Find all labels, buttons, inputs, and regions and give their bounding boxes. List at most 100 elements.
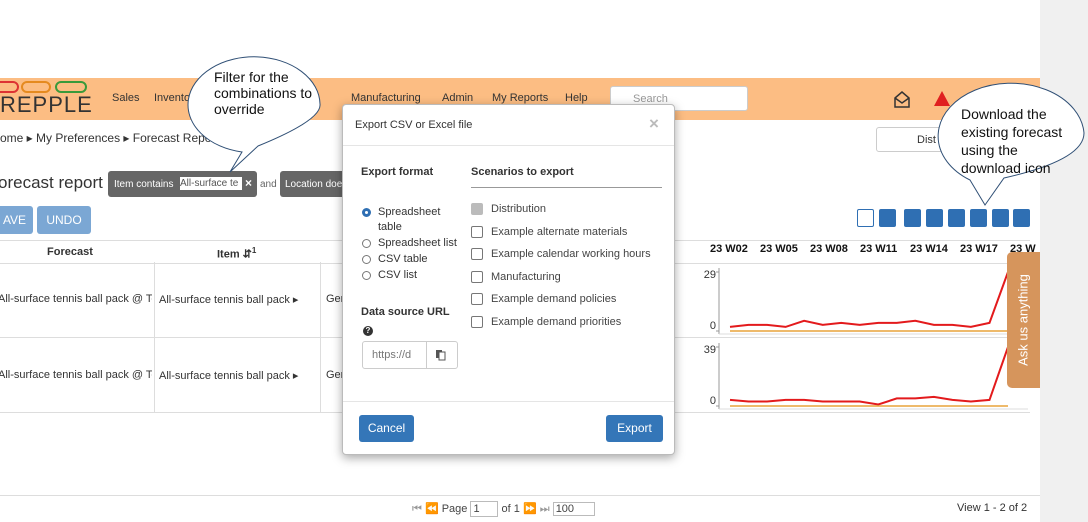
page-input[interactable]: 1 bbox=[470, 501, 499, 517]
feedback-tab[interactable]: Ask us anything bbox=[1007, 252, 1040, 388]
y-tick-label: 39 bbox=[704, 344, 716, 356]
column-header[interactable]: Forecast bbox=[47, 246, 93, 258]
scenario-label: Distribution bbox=[491, 203, 547, 215]
format-label: Spreadsheet list bbox=[378, 237, 457, 249]
scenario-label: Example demand priorities bbox=[491, 315, 622, 328]
divider bbox=[343, 401, 674, 402]
checkbox[interactable] bbox=[471, 225, 483, 238]
divider bbox=[471, 187, 662, 188]
scenario-option[interactable]: Manufacturing bbox=[471, 266, 651, 289]
filter-chip[interactable]: Item contains All-surface te × bbox=[108, 171, 257, 197]
cell[interactable]: All-surface tennis ball pack ▸ bbox=[159, 294, 299, 306]
scenario-option[interactable]: Distribution bbox=[471, 198, 651, 221]
y-tick-label: 29 bbox=[704, 269, 716, 281]
undo-button[interactable]: UNDO bbox=[37, 206, 91, 234]
filter-value: All-surface te bbox=[180, 177, 242, 190]
page-label: Page bbox=[441, 503, 468, 515]
cancel-button[interactable]: Cancel bbox=[359, 415, 414, 442]
section-heading: Export format bbox=[361, 166, 434, 178]
url-label: Data source URL bbox=[361, 306, 450, 318]
radio[interactable] bbox=[362, 271, 371, 280]
table-view-button[interactable] bbox=[857, 209, 874, 227]
format-label: CSV list bbox=[378, 269, 418, 281]
download-button[interactable] bbox=[970, 209, 987, 227]
logo[interactable]: REPPLE bbox=[0, 92, 93, 117]
help-button[interactable] bbox=[1013, 209, 1030, 227]
settings-button[interactable] bbox=[992, 209, 1009, 227]
format-option[interactable]: CSV list bbox=[362, 268, 457, 283]
column-header[interactable]: Item ⇵1 bbox=[217, 246, 257, 261]
search-placeholder: Search bbox=[633, 93, 668, 105]
checkbox[interactable] bbox=[471, 203, 483, 216]
scenario-option[interactable]: Example demand policies bbox=[471, 288, 651, 311]
sort-rank: 1 bbox=[251, 246, 257, 255]
pager-summary: View 1 - 2 of 2 bbox=[957, 502, 1028, 514]
bucket-header: 23 W05 bbox=[760, 243, 798, 255]
scenario-label: Example demand policies bbox=[491, 293, 617, 306]
page-size[interactable]: 100 bbox=[552, 502, 595, 516]
cell[interactable]: All-surface tennis ball pack ▸ bbox=[159, 370, 299, 382]
checkbox[interactable] bbox=[471, 248, 483, 261]
scrollbar bbox=[1040, 0, 1088, 522]
export-button[interactable]: Export bbox=[606, 415, 663, 442]
bucket-header: 23 W14 bbox=[910, 243, 948, 255]
save-button[interactable]: AVE bbox=[0, 206, 33, 234]
radio[interactable] bbox=[362, 208, 371, 217]
menu-item[interactable]: Manufacturing bbox=[351, 92, 421, 104]
page-title: orecast report bbox=[0, 173, 103, 192]
url-placeholder: https://d bbox=[372, 349, 412, 361]
divider bbox=[343, 145, 674, 146]
filter-chip[interactable]: Location doe bbox=[280, 171, 350, 197]
checkbox[interactable] bbox=[471, 316, 483, 329]
format-label: Spreadsheet table bbox=[378, 206, 441, 233]
crumb[interactable]: Forecast Report bbox=[132, 131, 219, 145]
crumb[interactable]: My Preferences bbox=[36, 131, 121, 145]
close-button[interactable]: × bbox=[649, 114, 659, 133]
chart-view-button[interactable] bbox=[879, 209, 896, 227]
pager-divider bbox=[0, 495, 1040, 496]
crumb[interactable]: ome bbox=[0, 131, 24, 145]
menu-item[interactable]: Admin bbox=[442, 92, 474, 104]
scenario-option[interactable]: Example calendar working hours bbox=[471, 243, 651, 266]
cell: All-surface tennis ball pack @ Te bbox=[0, 293, 152, 305]
bucket-header: 23 W02 bbox=[710, 243, 748, 255]
search-box[interactable]: Search bbox=[610, 86, 748, 111]
format-option[interactable]: Spreadsheet table bbox=[362, 205, 457, 235]
col-divider bbox=[320, 262, 321, 412]
menu-item[interactable]: Help bbox=[565, 92, 588, 104]
bucket-header: 23 W17 bbox=[960, 243, 998, 255]
favorite-button[interactable] bbox=[904, 209, 921, 227]
menu-item[interactable]: Invento bbox=[154, 92, 191, 104]
sparkline bbox=[729, 271, 1009, 328]
sparklines: 0 29 0 39 bbox=[704, 268, 1028, 410]
format-option[interactable]: Spreadsheet list bbox=[362, 236, 457, 251]
checkbox[interactable] bbox=[471, 270, 483, 283]
y-tick-label: 0 bbox=[710, 395, 716, 407]
menu-item[interactable]: My Reports bbox=[492, 92, 549, 104]
scenario-option[interactable]: Example alternate materials bbox=[471, 221, 651, 244]
callout: Filter for the combinations to override bbox=[214, 69, 313, 117]
help-icon[interactable]: ? bbox=[363, 326, 373, 336]
radio[interactable] bbox=[362, 255, 371, 264]
scenario-label: Example calendar working hours bbox=[491, 248, 651, 261]
time-button[interactable] bbox=[926, 209, 943, 227]
filter-label: Item contains bbox=[114, 179, 174, 190]
scenario-option[interactable]: Example demand priorities bbox=[471, 311, 651, 334]
format-option[interactable]: CSV table bbox=[362, 252, 457, 267]
section-heading: Scenarios to export bbox=[471, 166, 574, 178]
column-title: Item bbox=[217, 248, 240, 261]
url-input[interactable]: https://d bbox=[362, 341, 458, 369]
upload-button[interactable] bbox=[948, 209, 965, 227]
dialog-title: Export CSV or Excel file bbox=[355, 119, 473, 131]
export-dialog: Export CSV or Excel file × Export format… bbox=[342, 104, 675, 455]
cell-text: All-surface tennis ball pack bbox=[159, 294, 290, 306]
sparkline bbox=[729, 346, 1009, 406]
radio[interactable] bbox=[362, 239, 371, 248]
bucket-header: 23 W11 bbox=[860, 243, 898, 255]
logo-rings bbox=[0, 81, 87, 93]
menu-item[interactable]: Sales bbox=[112, 92, 140, 104]
checkbox[interactable] bbox=[471, 293, 483, 306]
feedback-label: Ask us anything bbox=[1015, 274, 1031, 366]
cell: All-surface tennis ball pack @ Te bbox=[0, 369, 152, 381]
